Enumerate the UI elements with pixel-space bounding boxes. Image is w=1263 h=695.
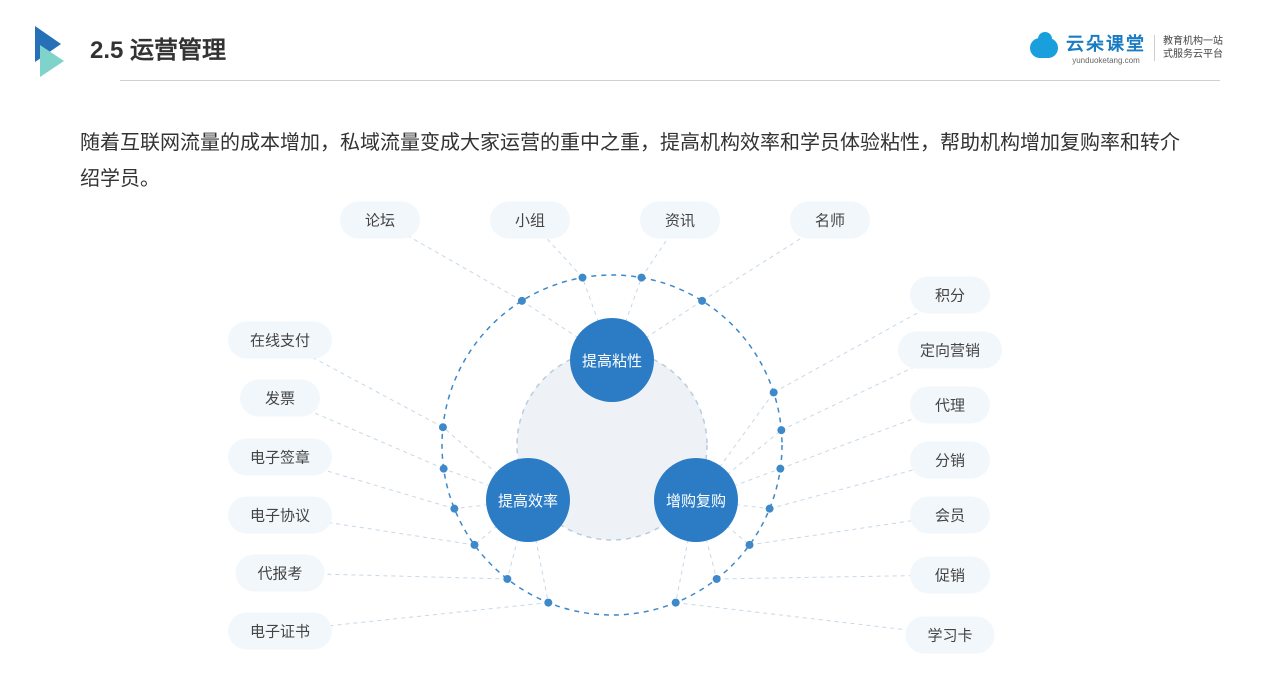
feature-pill: 代理 [910, 387, 990, 424]
logo-tagline: 教育机构一站 式服务云平台 [1154, 35, 1223, 61]
feature-pill: 定向营销 [898, 332, 1002, 369]
feature-pill: 学习卡 [905, 617, 994, 654]
page-title: 2.5 运营管理 [90, 30, 226, 65]
header-underline [120, 80, 1220, 81]
brand-logo: 云朵课堂 yunduoketang.com 教育机构一站 式服务云平台 [1030, 30, 1223, 65]
feature-pill: 论坛 [340, 202, 420, 239]
feature-pill: 电子协议 [228, 497, 332, 534]
header: 2.5 运营管理 云朵课堂 yunduoketang.com 教育机构一站 式服… [40, 30, 1223, 65]
feature-pill: 促销 [910, 557, 990, 594]
section-title: 运营管理 [130, 37, 226, 64]
hub-efficiency: 提高效率 [486, 458, 570, 542]
description-text: 随着互联网流量的成本增加，私域流量变成大家运营的重中之重，提高机构效率和学员体验… [80, 125, 1183, 197]
feature-pill: 积分 [910, 277, 990, 314]
feature-pill: 发票 [240, 380, 320, 417]
hub-repurchase: 增购复购 [654, 458, 738, 542]
hub-stickiness: 提高粘性 [570, 318, 654, 402]
logo-subtext: yunduoketang.com [1072, 56, 1140, 65]
feature-pill: 名师 [790, 202, 870, 239]
feature-pill: 电子签章 [228, 439, 332, 476]
section-number: 2.5 [90, 37, 123, 64]
operations-diagram: 论坛 小组 资讯 名师在线支付发票电子签章电子协议代报考电子证书 积分定向营销代理分销会… [0, 195, 1263, 695]
feature-pill: 分销 [910, 442, 990, 479]
feature-pill: 代报考 [235, 555, 324, 592]
feature-pill: 小组 [490, 202, 570, 239]
feature-pill: 资讯 [640, 202, 720, 239]
feature-pill: 电子证书 [228, 613, 332, 650]
cloud-icon [1030, 38, 1058, 58]
logo-text: 云朵课堂 [1066, 30, 1146, 56]
feature-pill: 在线支付 [228, 322, 332, 359]
feature-pill: 会员 [910, 497, 990, 534]
title-block: 2.5 运营管理 [40, 30, 226, 65]
